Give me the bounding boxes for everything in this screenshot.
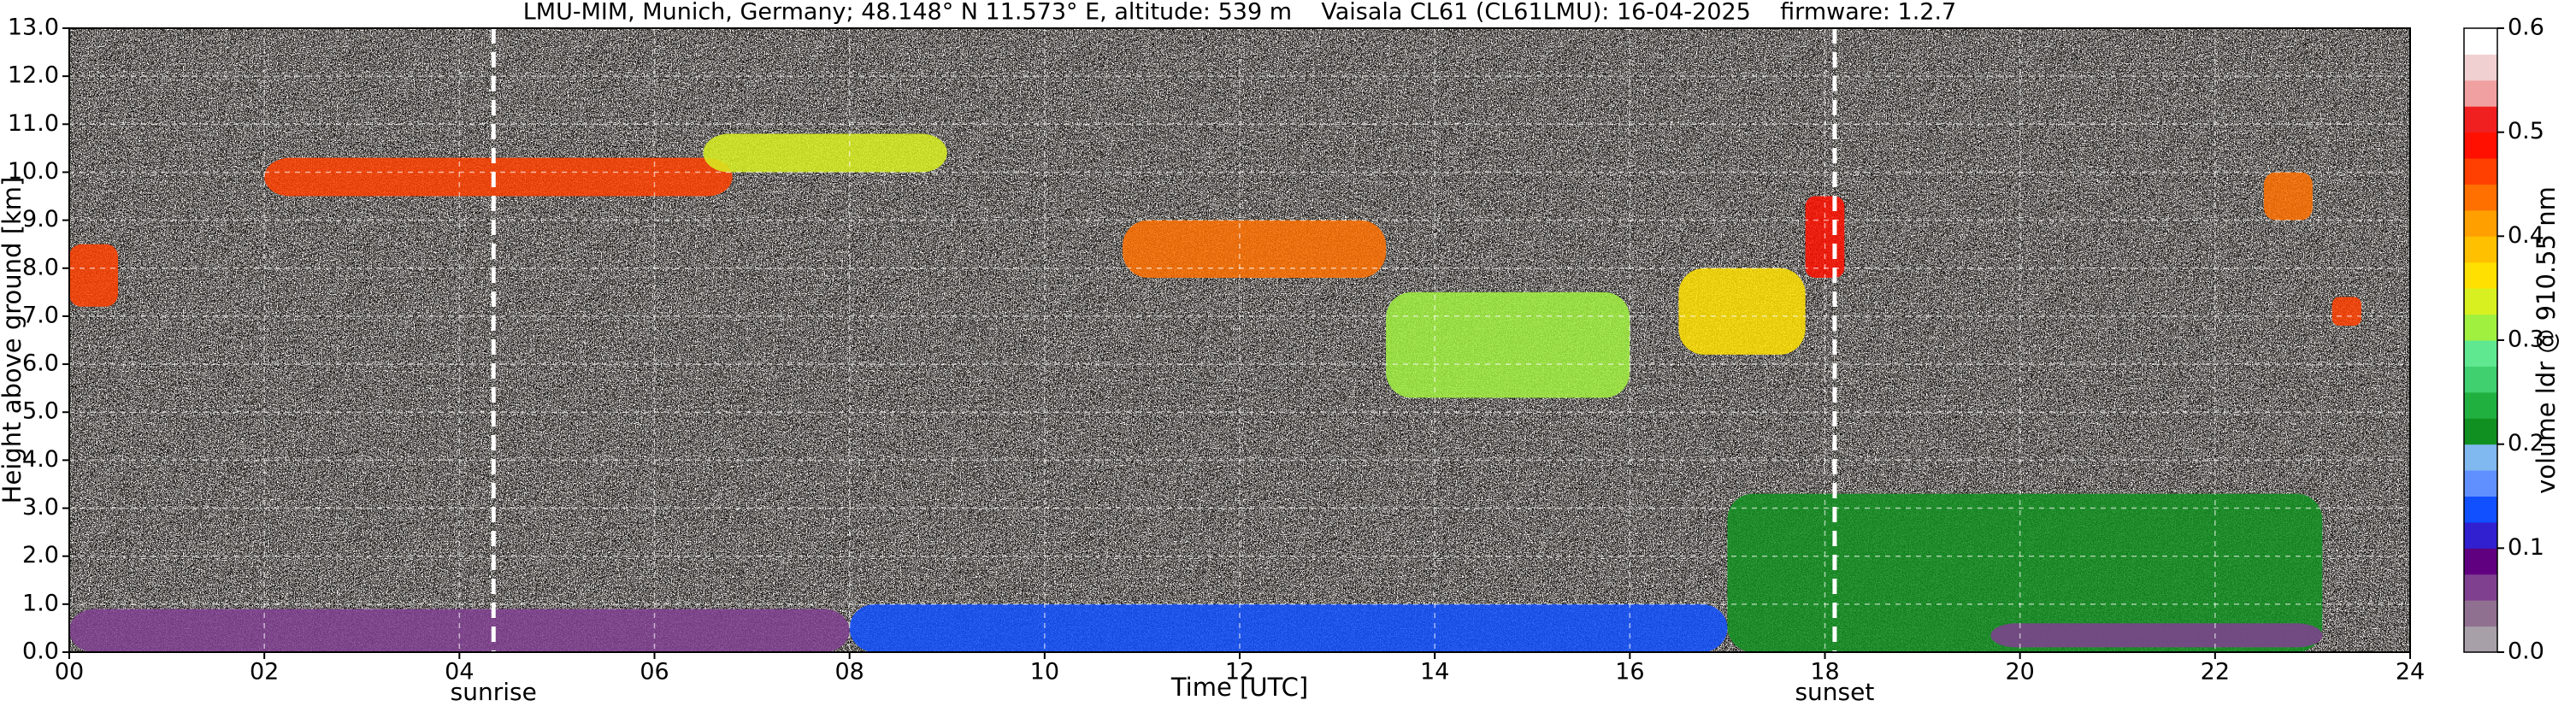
colorbar-tick-label: 0.4 (2508, 222, 2544, 249)
y-tick-label: 3.0 (22, 494, 59, 521)
ldr-region (2263, 172, 2313, 221)
colorbar-swatch (2464, 28, 2497, 55)
chart-title: LMU-MIM, Munich, Germany; 48.148° N 11.5… (523, 0, 1957, 26)
annotation-label: sunset (1795, 678, 1874, 706)
x-tick-label: 02 (250, 659, 279, 685)
colorbar-swatch (2464, 521, 2497, 549)
colorbar-tick-label: 0.6 (2508, 15, 2544, 41)
colorbar-swatch (2464, 184, 2497, 211)
colorbar-tick-label: 0.3 (2508, 327, 2544, 353)
colorbar-swatch (2464, 470, 2497, 497)
y-tick-label: 2.0 (22, 542, 59, 568)
y-tick-label: 1.0 (22, 590, 59, 616)
colorbar-tick-label: 0.1 (2508, 534, 2544, 561)
colorbar-swatch (2464, 79, 2497, 107)
colorbar-swatch (2464, 340, 2497, 367)
ldr-region (69, 244, 119, 307)
colorbar-swatch (2464, 288, 2497, 315)
x-tick-label: 24 (2396, 659, 2425, 685)
ldr-region (1123, 220, 1387, 278)
y-tick-label: 6.0 (22, 350, 59, 377)
colorbar-swatch (2464, 106, 2497, 133)
ldr-region (2331, 297, 2361, 327)
colorbar-swatch (2464, 496, 2497, 523)
annotation-label: sunrise (451, 678, 537, 706)
colorbar-swatch (2464, 418, 2497, 445)
colorbar-swatch (2464, 444, 2497, 471)
colorbar-label: volume ldr @ 910.55 nm (2532, 186, 2561, 494)
colorbar-swatch (2464, 262, 2497, 289)
colorbar-swatch (2464, 626, 2497, 653)
x-tick-label: 14 (1420, 659, 1449, 685)
y-tick-label: 7.0 (22, 302, 59, 328)
colorbar-swatch (2464, 158, 2497, 185)
colorbar-swatch (2464, 236, 2497, 263)
y-tick-label: 0.0 (22, 638, 59, 665)
colorbar-swatch (2464, 366, 2497, 393)
colorbar-tick-label: 0.5 (2508, 118, 2544, 144)
x-tick-label: 04 (445, 659, 474, 685)
colorbar-swatch (2464, 314, 2497, 341)
y-tick-label: 4.0 (22, 446, 59, 473)
x-tick-label: 16 (1615, 659, 1644, 685)
ldr-region (69, 609, 850, 652)
ldr-region (1386, 291, 1630, 398)
colorbar-swatch (2464, 54, 2497, 81)
y-axis-label: Height above ground [km] (0, 177, 27, 504)
x-axis-label: Time [UTC] (1170, 673, 1308, 702)
ldr-region (1727, 493, 2323, 652)
colorbar-swatch (2464, 548, 2497, 575)
x-tick-label: 10 (1030, 659, 1059, 685)
x-tick-label: 08 (834, 659, 864, 685)
ldr-region (703, 133, 947, 173)
y-tick-label: 8.0 (22, 254, 59, 280)
regions (69, 133, 2361, 652)
y-tick-label: 12.0 (8, 62, 59, 89)
x-tick-label: 00 (55, 659, 84, 685)
colorbar-swatch (2464, 600, 2497, 627)
colorbar-swatch (2464, 132, 2497, 159)
y-tick-label: 11.0 (8, 110, 59, 137)
colorbar-swatch (2464, 574, 2497, 601)
y-tick-label: 13.0 (8, 15, 59, 41)
x-tick-label: 22 (2201, 659, 2230, 685)
colorbar-tick-label: 0.2 (2508, 430, 2544, 456)
ldr-region (1678, 268, 1806, 355)
x-tick-label: 18 (1810, 659, 1839, 685)
y-tick-label: 5.0 (22, 398, 59, 425)
x-tick-label: 20 (2005, 659, 2034, 685)
colorbar-tick-label: 0.0 (2508, 638, 2544, 665)
colorbar-swatch (2464, 391, 2497, 419)
ldr-region (264, 157, 733, 197)
x-tick-label: 06 (640, 659, 669, 685)
ldr-region (1990, 623, 2323, 648)
y-tick-label: 10.0 (8, 158, 59, 185)
colorbar-swatch (2464, 209, 2497, 237)
x-tick-label: 12 (1225, 659, 1254, 685)
y-tick-label: 9.0 (22, 206, 59, 232)
ldr-region (849, 603, 1728, 652)
